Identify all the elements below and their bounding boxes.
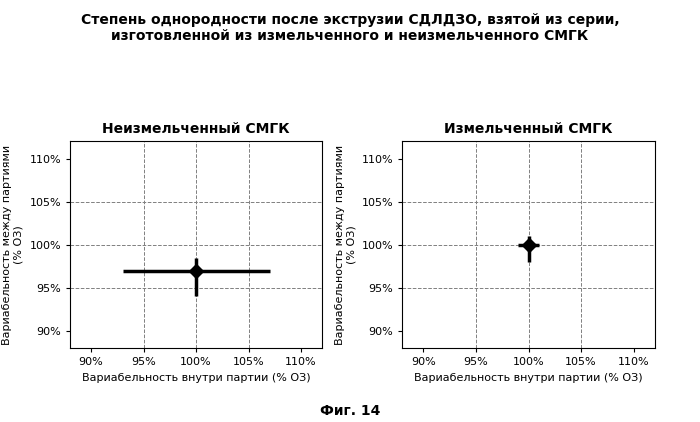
Title: Неизмельченный СМГК: Неизмельченный СМГК	[102, 122, 290, 136]
X-axis label: Вариабельность внутри партии (% ОЗ): Вариабельность внутри партии (% ОЗ)	[414, 373, 643, 383]
Y-axis label: Вариабельность между партиями
(% ОЗ): Вариабельность между партиями (% ОЗ)	[335, 145, 356, 345]
Title: Измельченный СМГК: Измельченный СМГК	[444, 122, 612, 136]
Text: Степень однородности после экструзии СДЛДЗО, взятой из серии,
изготовленной из и: Степень однородности после экструзии СДЛ…	[80, 13, 620, 43]
X-axis label: Вариабельность внутри партии (% ОЗ): Вариабельность внутри партии (% ОЗ)	[82, 373, 310, 383]
Y-axis label: Вариабельность между партиями
(% ОЗ): Вариабельность между партиями (% ОЗ)	[2, 145, 24, 345]
Text: Фиг. 14: Фиг. 14	[320, 404, 380, 418]
